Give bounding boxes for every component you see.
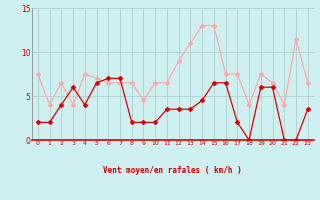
X-axis label: Vent moyen/en rafales ( km/h ): Vent moyen/en rafales ( km/h ) [103,166,242,175]
